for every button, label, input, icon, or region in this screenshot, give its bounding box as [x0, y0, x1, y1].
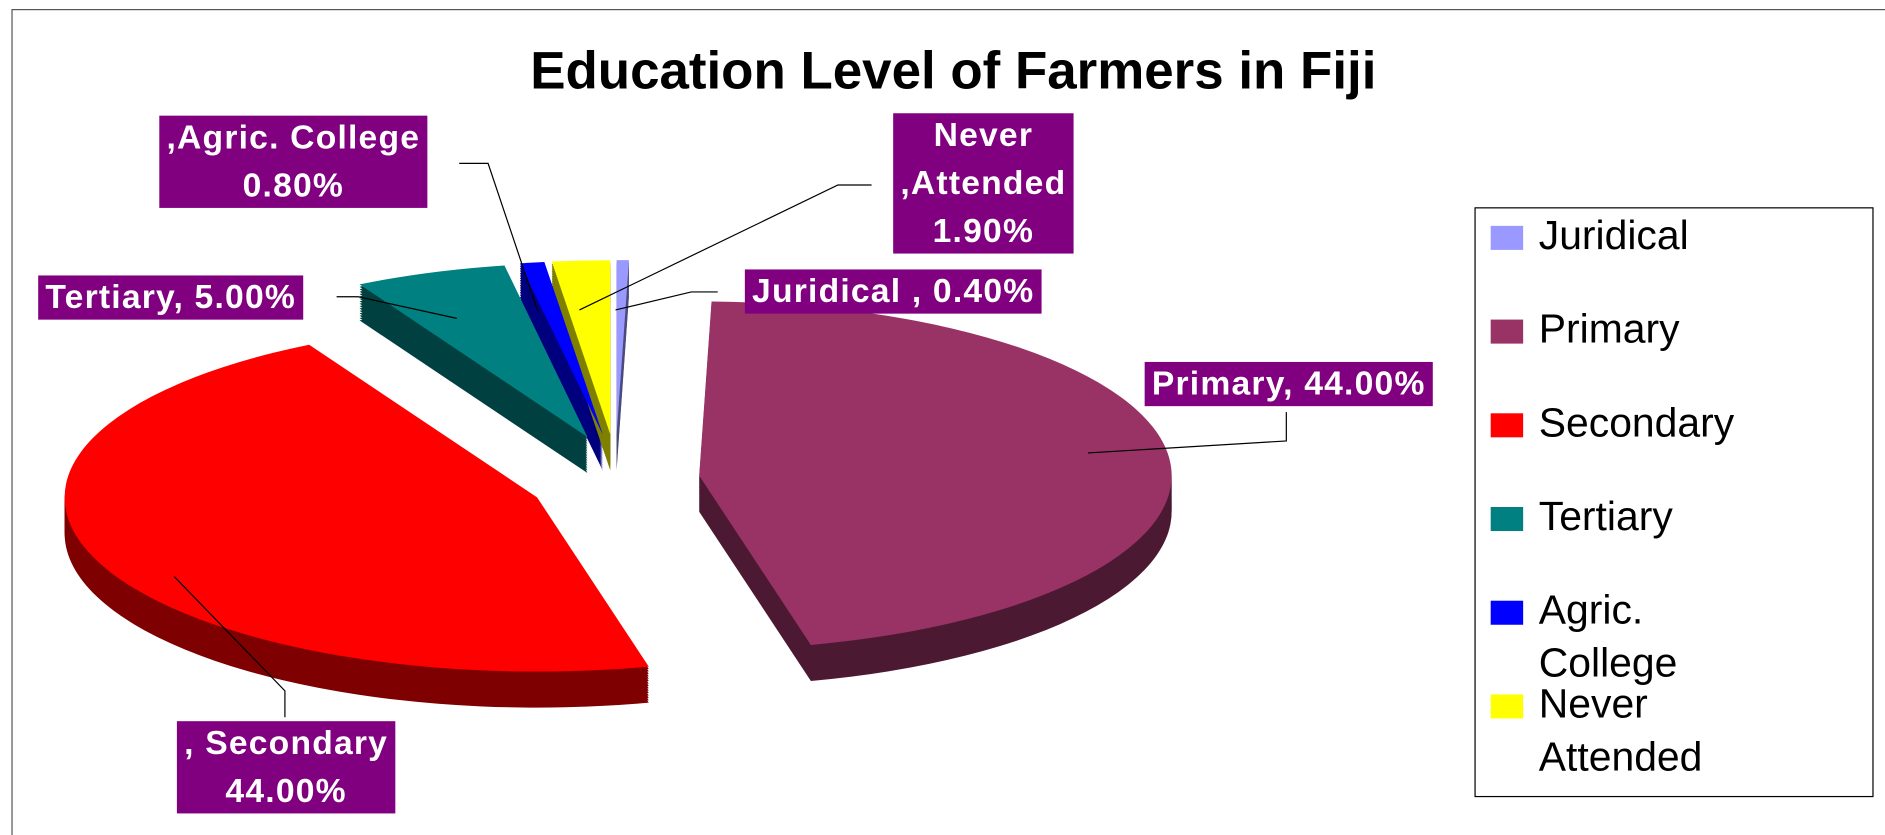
data-label: Juridical , 0.40%	[752, 273, 1034, 310]
data-label: ,Agric. College 0.80%	[167, 119, 421, 204]
slice-side-layer	[519, 283, 603, 457]
legend-swatch	[1490, 694, 1524, 719]
label-box	[176, 721, 396, 814]
slice-side-layer	[519, 286, 603, 459]
slice-side-layer	[519, 281, 603, 455]
legend-label: Never Attended	[1539, 680, 1703, 779]
data-label: Primary, 44.00%	[1152, 366, 1426, 403]
legend	[1474, 207, 1874, 798]
leader-line	[459, 162, 538, 311]
slice	[699, 301, 1172, 645]
slice-side-layer	[519, 293, 603, 467]
legend-swatch	[1490, 225, 1524, 250]
slice-side-layer	[519, 266, 603, 440]
legend-items: Juridical Primary Secondary Tertiary Agric. C…	[1490, 212, 1735, 779]
slice	[359, 265, 588, 437]
legend-swatch	[1490, 507, 1524, 532]
slice-side-layer	[519, 264, 603, 438]
legend-swatch	[1490, 413, 1524, 438]
slice	[64, 344, 649, 672]
label-box	[1144, 361, 1433, 407]
legend-label: Tertiary	[1539, 493, 1674, 539]
label-box	[38, 275, 304, 320]
label-box	[159, 115, 428, 208]
legend-label: Primary	[1539, 305, 1680, 351]
slice-side-layer	[519, 295, 603, 469]
leader-line	[579, 184, 872, 311]
slice-side-layer	[519, 271, 603, 445]
chart-title: Education Level of Farmers in Fiji	[530, 41, 1376, 100]
slice	[519, 261, 603, 435]
slice-side-layer	[519, 273, 603, 447]
slice-side-layer	[519, 290, 603, 464]
leader-line	[173, 576, 286, 718]
leader-line	[336, 296, 457, 319]
data-labels: Juridical , 0.40% Primary, 44.00% , Second…	[38, 113, 1433, 814]
data-label: Tertiary, 5.00%	[45, 279, 296, 316]
pie	[64, 260, 1172, 708]
legend-label: Juridical	[1539, 212, 1689, 258]
leader-line	[615, 291, 718, 311]
label-box	[744, 269, 1042, 314]
slice	[616, 260, 629, 435]
data-label: Never ,Attended 1.90%	[900, 117, 1066, 250]
slice-side-layer	[519, 278, 603, 452]
legend-swatch	[1490, 600, 1524, 625]
legend-label: Agric. College	[1539, 587, 1678, 686]
leader-line	[1087, 412, 1287, 454]
legend-label: Secondary	[1539, 399, 1735, 445]
slice-side-layer	[519, 288, 603, 462]
slice	[551, 260, 611, 435]
data-label: , Secondary 44.00%	[184, 725, 388, 810]
label-box	[893, 113, 1074, 254]
slice-side-layer	[519, 269, 603, 443]
legend-swatch	[1490, 319, 1524, 344]
slice-side-layer	[519, 276, 603, 450]
